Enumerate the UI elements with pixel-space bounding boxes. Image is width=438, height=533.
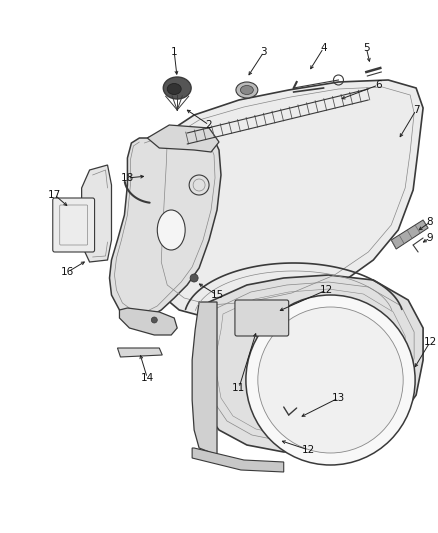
Text: 13: 13 [332, 393, 345, 403]
Text: 12: 12 [424, 337, 437, 347]
Polygon shape [153, 80, 423, 318]
Polygon shape [117, 348, 162, 357]
Text: 12: 12 [302, 445, 315, 455]
Polygon shape [391, 220, 428, 249]
Ellipse shape [236, 82, 258, 98]
Text: 1: 1 [171, 47, 177, 57]
Text: 9: 9 [427, 233, 433, 243]
Polygon shape [192, 302, 217, 455]
Text: 15: 15 [210, 290, 224, 300]
Ellipse shape [167, 84, 181, 94]
Polygon shape [110, 128, 221, 318]
Circle shape [246, 295, 415, 465]
Circle shape [189, 175, 209, 195]
Text: 4: 4 [320, 43, 327, 53]
Circle shape [151, 317, 157, 323]
Text: 5: 5 [363, 43, 370, 53]
Text: 8: 8 [427, 217, 433, 227]
Polygon shape [81, 165, 112, 262]
Ellipse shape [240, 85, 253, 94]
Polygon shape [120, 308, 177, 335]
FancyBboxPatch shape [53, 198, 95, 252]
Text: 3: 3 [261, 47, 267, 57]
Polygon shape [192, 448, 284, 472]
Circle shape [258, 307, 403, 453]
Circle shape [190, 274, 198, 282]
Polygon shape [147, 125, 219, 152]
Ellipse shape [157, 210, 185, 250]
Ellipse shape [163, 77, 191, 99]
FancyBboxPatch shape [235, 300, 289, 336]
Text: 16: 16 [61, 267, 74, 277]
Text: 6: 6 [375, 80, 381, 90]
Text: 11: 11 [232, 383, 246, 393]
Text: 7: 7 [413, 105, 420, 115]
Text: 18: 18 [121, 173, 134, 183]
Polygon shape [199, 275, 423, 452]
Text: 2: 2 [206, 120, 212, 130]
Text: 17: 17 [48, 190, 61, 200]
Text: 12: 12 [320, 285, 333, 295]
Text: 14: 14 [141, 373, 154, 383]
